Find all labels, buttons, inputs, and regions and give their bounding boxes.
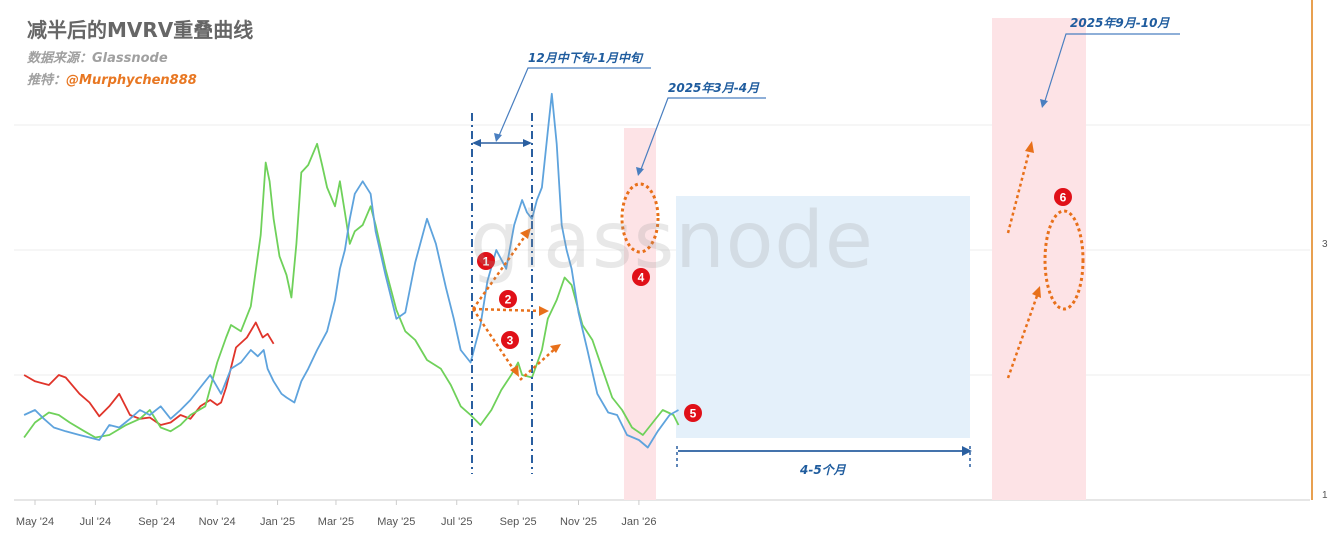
badge-5: 5 bbox=[684, 404, 702, 422]
badge-label: 1 bbox=[483, 255, 490, 269]
x-tick-label: Jan '25 bbox=[260, 516, 295, 528]
series-layer bbox=[23, 92, 680, 449]
series-line-blue bbox=[23, 92, 679, 449]
badge-label: 3 bbox=[507, 334, 514, 348]
x-tick-label: Jul '24 bbox=[80, 516, 111, 528]
orange-arrow-down bbox=[471, 308, 518, 374]
x-tick-label: Sep '25 bbox=[500, 516, 537, 528]
callout-arrow-3 bbox=[1040, 99, 1048, 108]
arrowhead-right bbox=[523, 139, 532, 147]
series-line-red bbox=[23, 321, 275, 426]
orange-arrow-recover bbox=[519, 346, 558, 381]
badge-label: 5 bbox=[690, 407, 697, 421]
x-tick-label: Sep '24 bbox=[138, 516, 175, 528]
highlight-consolidation bbox=[676, 196, 970, 438]
callout-arrow-2 bbox=[636, 167, 644, 176]
orange-arrowhead bbox=[1025, 141, 1034, 153]
x-tick-label: Jul '25 bbox=[441, 516, 472, 528]
twitter-prefix: 推特： bbox=[27, 73, 67, 88]
orange-arrows bbox=[471, 147, 1040, 381]
badge-4: 4 bbox=[632, 268, 650, 286]
orange-arrow-up bbox=[471, 231, 530, 310]
callout-arrow-1 bbox=[494, 133, 502, 142]
x-axis: May '24 Jul '24 Sep '24 Nov '24 Jan '25 Mar '… bbox=[16, 500, 656, 528]
twitter-label: 推特：@Murphychen888 bbox=[27, 69, 197, 88]
highlight-ellipse-6 bbox=[1043, 209, 1085, 311]
arrowhead-left bbox=[472, 139, 481, 147]
annotation-dec-jan: 12月中下旬-1月中旬 bbox=[528, 51, 644, 65]
orange-arrowhead bbox=[539, 306, 549, 316]
badge-6: 6 bbox=[1054, 188, 1072, 206]
callout-line-3 bbox=[1043, 33, 1180, 105]
orange-arrowhead bbox=[510, 365, 519, 377]
badge-2: 2 bbox=[499, 290, 517, 308]
duration-arrowhead bbox=[962, 446, 972, 456]
badge-3: 3 bbox=[501, 331, 519, 349]
highlight-sep-oct bbox=[992, 18, 1086, 500]
badge-1: 1 bbox=[477, 252, 495, 270]
highlight-ellipse-4 bbox=[620, 182, 660, 254]
badge-label: 4 bbox=[638, 271, 645, 285]
series-line-green bbox=[23, 142, 680, 439]
badge-label: 2 bbox=[505, 293, 512, 307]
x-tick-label: Nov '24 bbox=[199, 516, 236, 528]
watermark: glassnode bbox=[470, 196, 874, 286]
x-tick-label: Jan '26 bbox=[621, 516, 656, 528]
chart-title: 减半后的MVRV重叠曲线 bbox=[27, 18, 254, 42]
callout-line-1 bbox=[497, 67, 651, 139]
annotation-sep-oct: 2025年9月-10月 bbox=[1070, 16, 1170, 30]
highlight-mar-apr bbox=[624, 128, 656, 500]
orange-arrowhead bbox=[520, 228, 531, 239]
x-tick-label: Mar '25 bbox=[318, 516, 354, 528]
x-tick-label: May '24 bbox=[16, 516, 54, 528]
source-label: 数据来源：Glassnode bbox=[27, 51, 168, 66]
annotation-mar-apr: 2025年3月-4月 bbox=[668, 81, 760, 95]
orange-arrowhead bbox=[1032, 286, 1041, 298]
x-tick-label: May '25 bbox=[377, 516, 415, 528]
callout-line-2 bbox=[639, 97, 766, 173]
orange-arrow-sep-up bbox=[1006, 147, 1032, 234]
y-tick-label: 3 bbox=[1322, 239, 1328, 250]
y-tick-label: 1 bbox=[1322, 490, 1328, 501]
orange-arrowhead bbox=[550, 344, 561, 353]
twitter-handle: @Murphychen888 bbox=[66, 73, 197, 88]
badge-label: 6 bbox=[1060, 191, 1067, 205]
x-tick-label: Nov '25 bbox=[560, 516, 597, 528]
annotation-duration: 4-5个月 bbox=[799, 463, 847, 477]
